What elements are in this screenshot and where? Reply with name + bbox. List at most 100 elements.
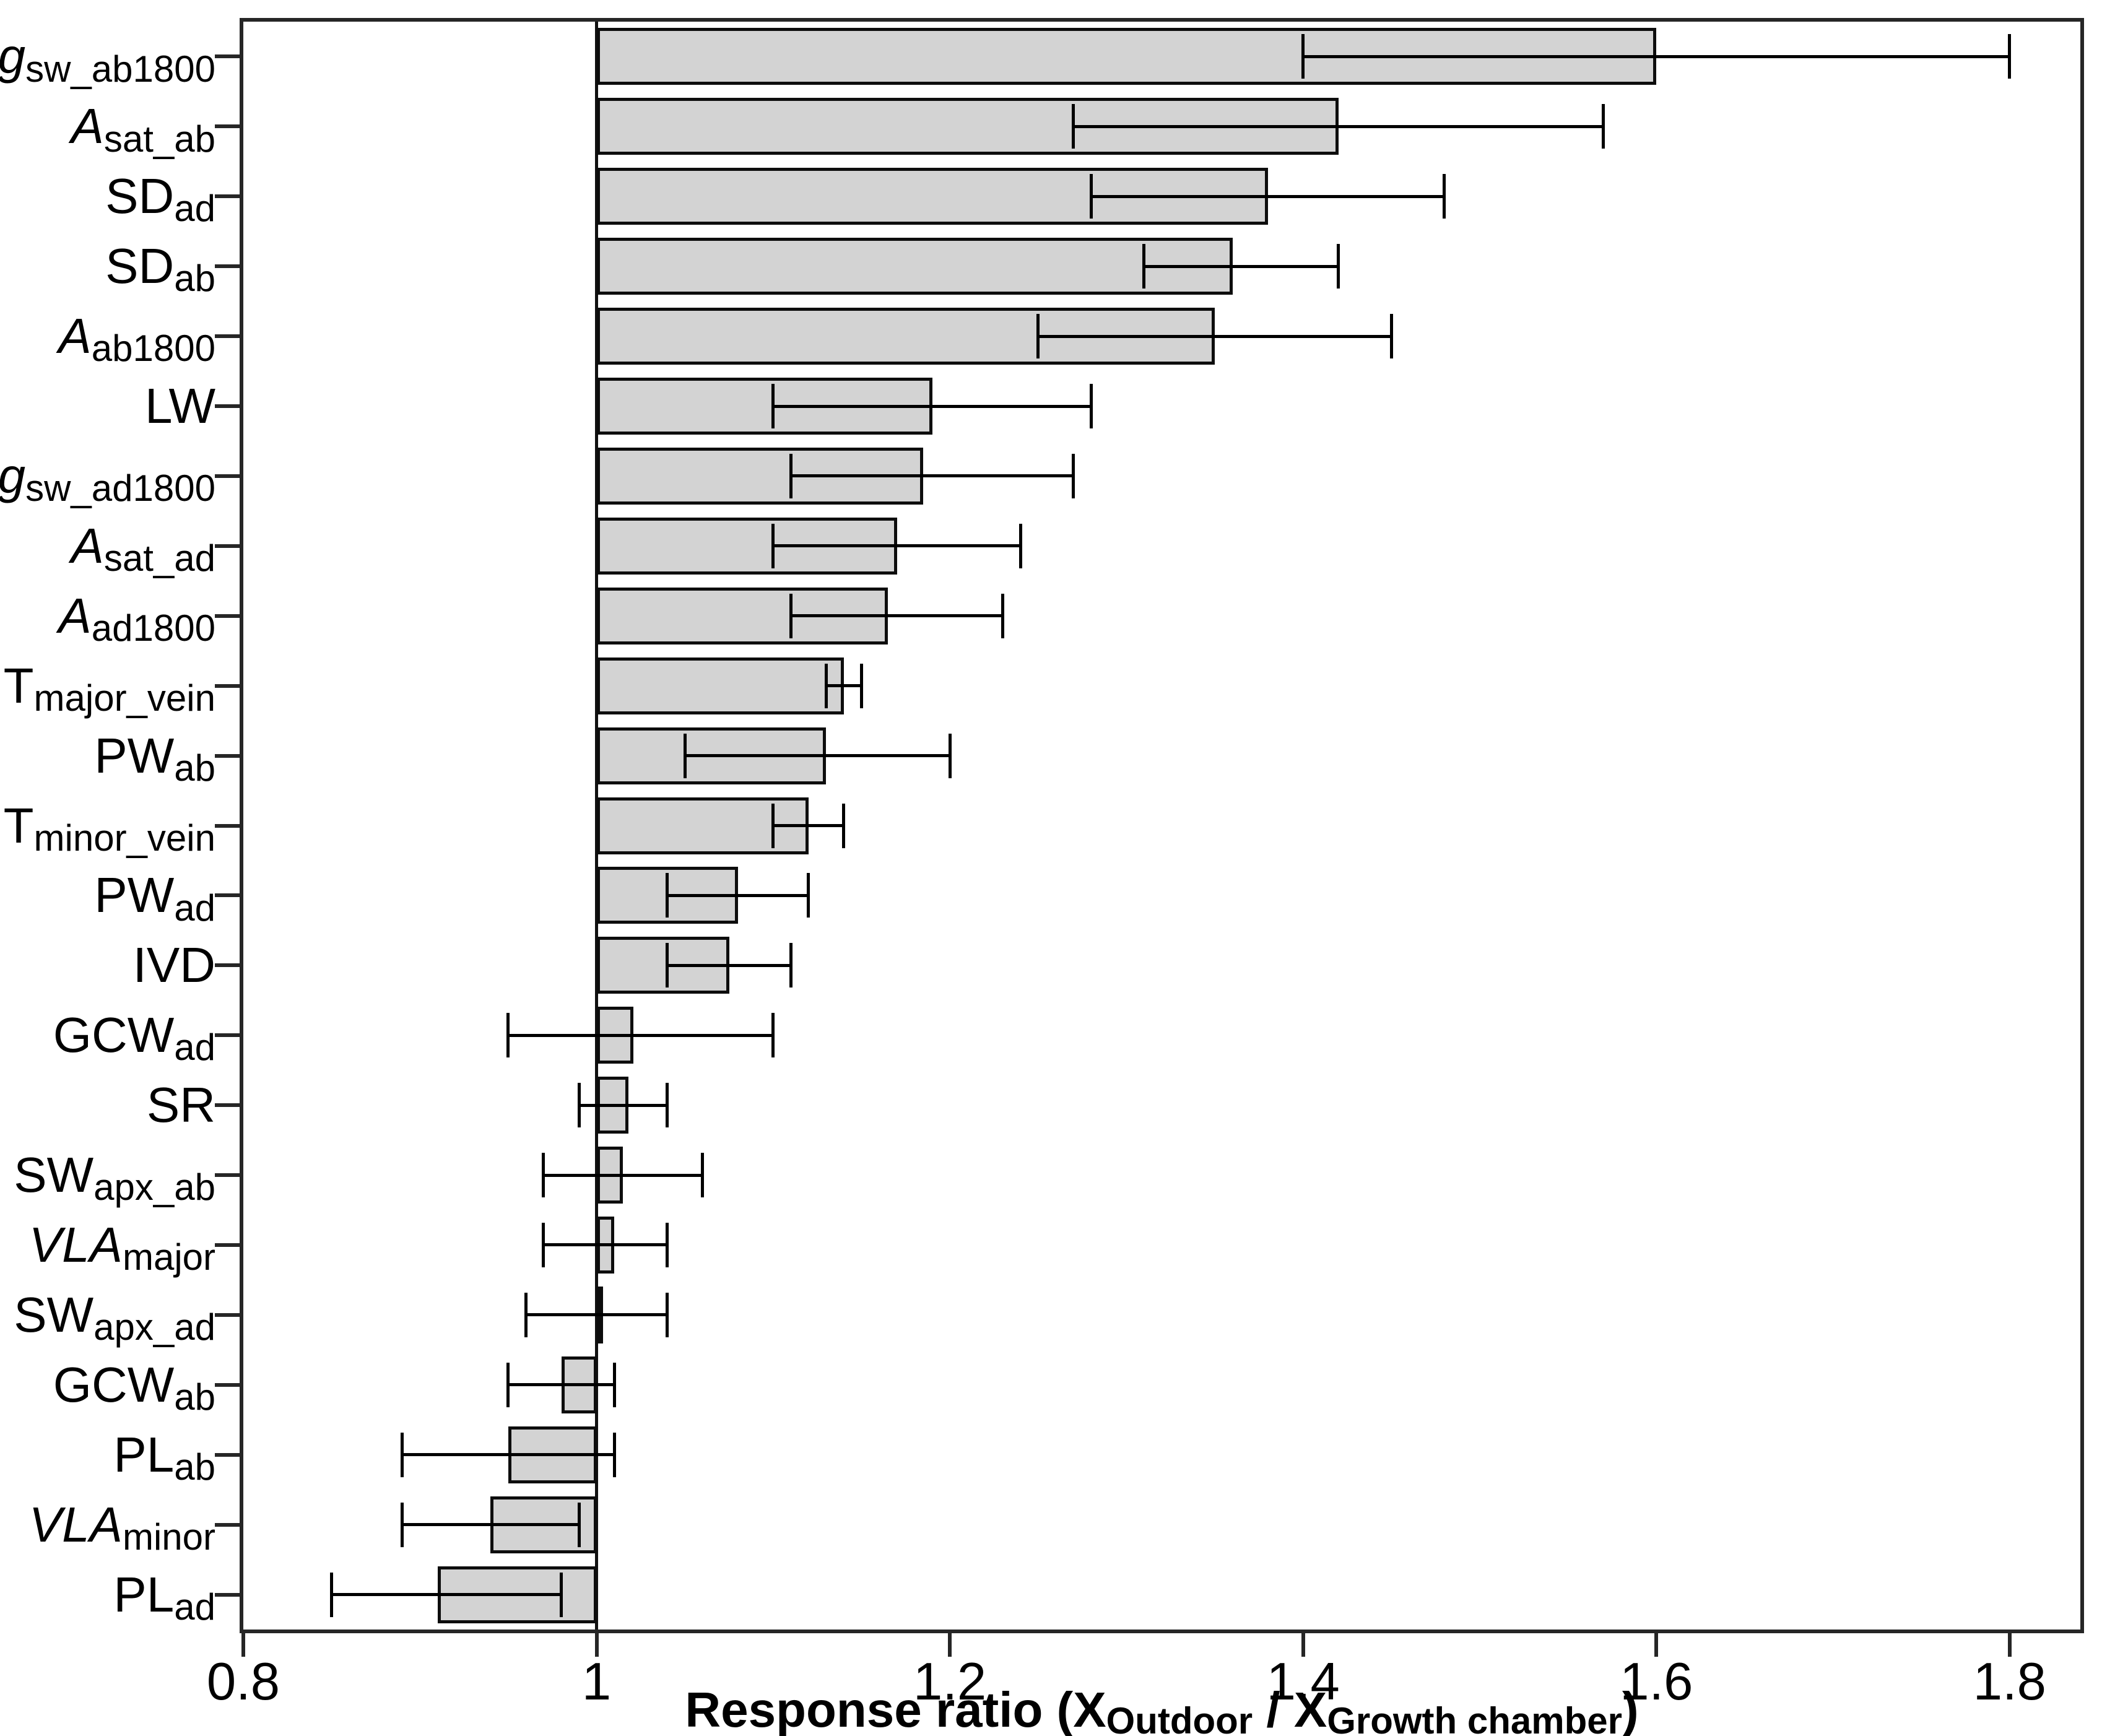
- y-axis-tick: [215, 124, 240, 129]
- error-bar-cap: [771, 523, 775, 568]
- error-bar: [331, 1593, 562, 1597]
- y-axis-tick: [215, 1313, 240, 1317]
- y-axis-tick: [215, 1522, 240, 1527]
- y-axis-label-main: PL: [113, 1426, 175, 1482]
- y-axis-tick: [215, 1592, 240, 1597]
- y-axis-label-subscript: ab: [174, 258, 215, 300]
- y-axis-label: VLAminor: [29, 1497, 215, 1567]
- y-axis-label: SWapx_ad: [14, 1287, 215, 1357]
- error-bar-cap: [612, 1362, 616, 1407]
- error-bar-cap: [1389, 314, 1393, 359]
- error-bar-cap: [824, 663, 828, 708]
- axis-title-text: ): [1622, 1682, 1639, 1736]
- y-axis-tick: [215, 753, 240, 758]
- error-bar-cap: [666, 1292, 669, 1337]
- error-bar: [526, 1313, 667, 1317]
- y-axis-label-subscript: apx_ab: [93, 1166, 215, 1209]
- error-bar: [508, 1033, 773, 1037]
- error-bar-cap: [1036, 314, 1040, 359]
- error-bar: [543, 1173, 703, 1177]
- error-bar-cap: [666, 1222, 669, 1267]
- bar: [596, 238, 1233, 295]
- error-bar-cap: [842, 803, 846, 848]
- y-axis-tick: [215, 474, 240, 478]
- y-axis-label-main: SW: [14, 1147, 94, 1203]
- y-axis-label: Aab1800: [58, 308, 215, 378]
- error-bar-cap: [683, 733, 687, 778]
- y-axis-label: PWad: [94, 867, 215, 937]
- y-axis-label-subscript: minor: [122, 1516, 215, 1558]
- y-axis-label: Asat_ab: [71, 98, 215, 168]
- y-axis-tick: [215, 334, 240, 339]
- y-axis-label: gsw_ad1800: [0, 448, 215, 518]
- error-bar-cap: [542, 1222, 545, 1267]
- y-axis-label: PLad: [113, 1567, 215, 1637]
- y-axis-label-main: T: [3, 797, 34, 853]
- error-bar: [1303, 54, 2010, 58]
- y-axis-label-subscript: sw_ad1800: [25, 467, 215, 510]
- y-axis-tick: [215, 1173, 240, 1178]
- y-axis-label: Tmajor_vein: [4, 658, 215, 728]
- y-axis-label-main: LW: [144, 378, 215, 434]
- y-axis-label-main: PW: [94, 727, 175, 783]
- error-bar: [579, 1103, 667, 1107]
- x-axis-tick-label: 0.8: [206, 1652, 280, 1711]
- y-axis-label-main: SW: [14, 1287, 94, 1342]
- error-bar: [1091, 194, 1444, 198]
- error-bar-cap: [789, 593, 793, 638]
- error-bar: [791, 614, 1003, 618]
- bar: [596, 447, 924, 505]
- y-axis-label: PLab: [113, 1427, 215, 1497]
- x-axis-tick-label: 1: [581, 1652, 612, 1711]
- error-bar: [773, 824, 844, 827]
- y-axis-tick: [215, 1243, 240, 1247]
- y-axis-label: Asat_ad: [71, 518, 215, 588]
- y-axis-label: IVD: [133, 937, 215, 1007]
- y-axis-label-main: g: [0, 28, 26, 84]
- error-bar-cap: [807, 873, 810, 918]
- error-bar: [773, 544, 1021, 548]
- y-axis-label: PWab: [94, 728, 215, 798]
- error-bar-cap: [542, 1153, 545, 1198]
- y-axis-tick: [215, 54, 240, 59]
- error-bar-cap: [948, 733, 952, 778]
- y-axis-tick: [215, 684, 240, 688]
- y-axis-tick: [215, 1103, 240, 1108]
- y-axis-label-main: GCW: [53, 1356, 175, 1412]
- error-bar-cap: [789, 453, 793, 498]
- axis-title-subscript: Outdoor: [1106, 1699, 1253, 1736]
- y-axis-label-main: A: [71, 518, 104, 573]
- error-bar-cap: [1072, 453, 1075, 498]
- y-axis-label-main: GCW: [53, 1007, 175, 1063]
- axis-title-text: Response ratio (X: [685, 1682, 1106, 1736]
- error-bar-cap: [771, 803, 775, 848]
- y-axis-label-subscript: ad: [174, 1026, 215, 1069]
- y-axis-label-main: VLA: [28, 1217, 123, 1272]
- y-axis-label: SDab: [105, 238, 215, 308]
- x-axis-tick: [594, 1633, 599, 1657]
- plot-area: [215, 18, 2084, 1633]
- y-axis-label: GCWad: [53, 1007, 215, 1077]
- bar: [596, 308, 1215, 365]
- error-bar-cap: [330, 1572, 334, 1617]
- error-bar-cap: [1602, 104, 1605, 149]
- error-bar-cap: [577, 1083, 581, 1128]
- error-bar-cap: [789, 943, 793, 988]
- y-axis-label-subscript: ad: [174, 1586, 215, 1628]
- error-bar-cap: [1142, 244, 1146, 289]
- y-axis-label-main: IVD: [132, 937, 215, 993]
- error-bar-cap: [524, 1292, 528, 1337]
- y-axis-label-subscript: ab: [174, 1446, 215, 1488]
- y-axis-tick: [215, 544, 240, 548]
- error-bar-cap: [612, 1432, 616, 1477]
- y-axis-tick: [215, 1033, 240, 1038]
- error-bar-cap: [506, 1362, 510, 1407]
- y-axis-tick: [215, 194, 240, 199]
- error-bar-cap: [506, 1013, 510, 1058]
- y-axis-label-subscript: ab: [174, 1376, 215, 1418]
- y-axis-tick: [215, 1452, 240, 1457]
- error-bar: [773, 404, 1092, 408]
- error-bar: [1144, 264, 1339, 268]
- y-axis-label-main: SR: [146, 1077, 215, 1133]
